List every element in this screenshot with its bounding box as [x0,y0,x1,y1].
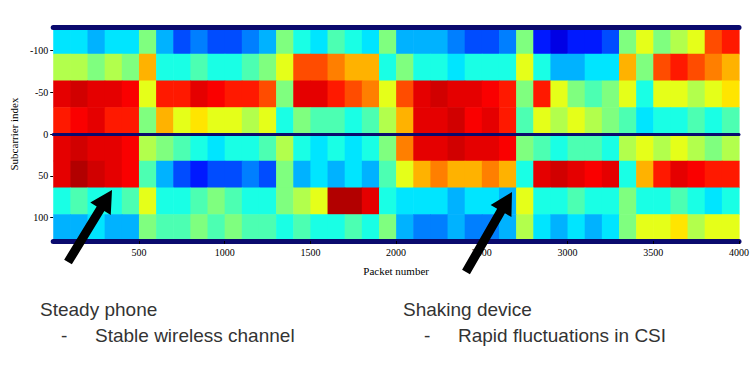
svg-text:4000: 4000 [729,247,749,258]
svg-text:3000: 3000 [558,247,578,258]
svg-text:-100: -100 [30,45,48,56]
svg-text:1000: 1000 [215,247,235,258]
svg-text:Subcarrier index: Subcarrier index [8,97,20,170]
svg-text:0: 0 [43,129,48,140]
svg-text:100: 100 [33,212,48,223]
svg-text:Rapid fluctuations in CSI: Rapid fluctuations in CSI [458,325,666,346]
svg-text:-: - [424,325,430,346]
svg-text:50: 50 [38,170,48,181]
svg-text:Shaking device: Shaking device [403,299,532,320]
svg-text:Packet number: Packet number [363,265,429,277]
svg-text:-: - [61,325,67,346]
svg-text:Steady phone: Steady phone [40,299,157,320]
svg-text:Stable wireless channel: Stable wireless channel [95,325,295,346]
svg-text:1500: 1500 [300,247,320,258]
svg-text:500: 500 [131,247,146,258]
svg-text:3500: 3500 [643,247,663,258]
svg-text:-50: -50 [35,87,48,98]
svg-text:2000: 2000 [386,247,406,258]
